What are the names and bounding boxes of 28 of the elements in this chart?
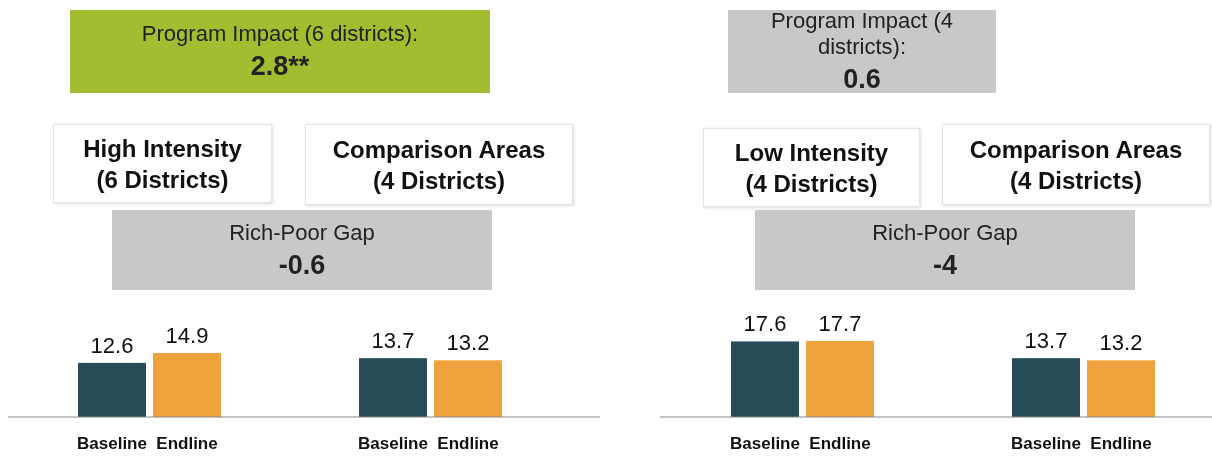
text: Rich-Poor Gap: [229, 219, 375, 246]
data-label: 13.2: [1099, 330, 1143, 356]
text: Program Impact (4 districts):: [769, 8, 955, 60]
x-tick-label: Baseline: [77, 434, 147, 453]
text: Rich-Poor Gap: [872, 219, 1018, 246]
data-label: 17.7: [818, 311, 862, 336]
text: 2.8**: [250, 51, 310, 82]
x-tick-label: Baseline: [358, 434, 428, 453]
x-tick-label: Endline: [809, 434, 871, 453]
text: Comparison Areas (4 Districts): [942, 124, 1210, 205]
x-tick-label: Baseline: [1011, 434, 1081, 453]
x-tick-label: Endline: [1090, 434, 1152, 453]
text: Comparison Areas (4 Districts): [305, 124, 573, 205]
text: -0.6: [278, 249, 326, 281]
x-tick-label: Baseline: [730, 434, 800, 453]
text: 0.6: [843, 64, 881, 95]
data-label: 13.7: [1024, 328, 1068, 354]
x-tick-label: Endline: [437, 434, 499, 453]
text: -4: [932, 249, 957, 281]
text: Low Intensity (4 Districts): [703, 128, 920, 207]
data-label: 14.9: [165, 323, 209, 349]
data-label: 17.6: [743, 311, 787, 337]
text: Program Impact (6 districts):: [141, 21, 419, 47]
text: High Intensity (6 Districts): [53, 124, 272, 203]
x-tick-label: Endline: [156, 434, 218, 453]
data-label: 12.6: [90, 332, 134, 358]
data-label: 13.7: [371, 328, 415, 354]
data-label: 13.2: [446, 330, 490, 356]
